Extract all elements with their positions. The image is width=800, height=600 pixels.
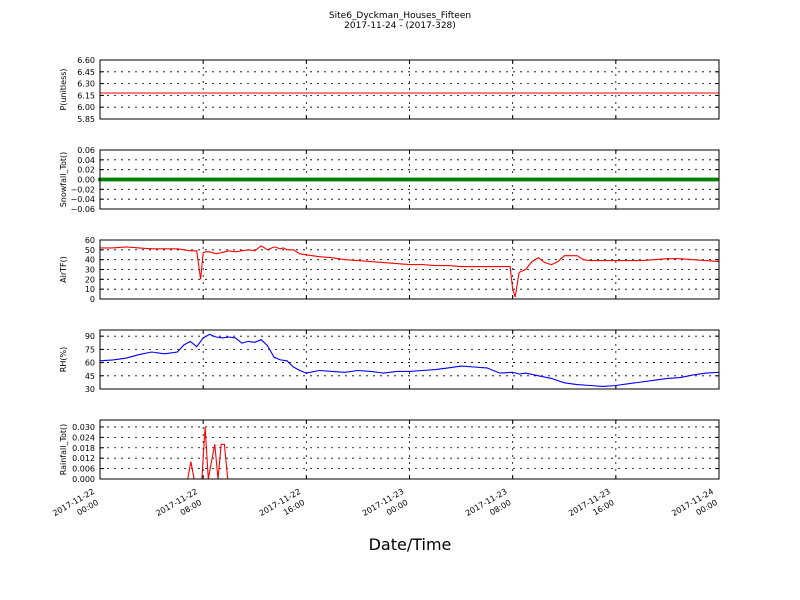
y-tick-label: 0.006	[72, 465, 95, 474]
plot-frame	[99, 59, 720, 120]
plot-frame	[99, 329, 720, 390]
y-axis-label: Snowfall_Tot()	[59, 152, 68, 208]
series-line	[100, 245, 720, 298]
y-axis-label: RH(%)	[59, 347, 68, 372]
y-tick-label: 6.45	[77, 68, 95, 77]
y-tick-label: 90	[85, 332, 95, 341]
x-axis-title: Date/Time	[368, 535, 452, 554]
y-tick-label: 0.04	[77, 156, 95, 165]
plot-frame	[99, 149, 720, 210]
y-tick-label: 30	[85, 385, 95, 394]
y-tick-label: 0.06	[77, 146, 95, 155]
y-tick-label: 20	[85, 275, 95, 284]
y-tick-label: 45	[85, 372, 95, 381]
y-tick-label: 40	[85, 256, 95, 265]
series-line	[100, 426, 719, 480]
y-tick-label: 60	[85, 236, 95, 245]
y-tick-label: 6.30	[77, 80, 95, 89]
y-tick-label: 0.018	[72, 444, 95, 453]
series-line	[99, 333, 720, 387]
y-tick-label: 0	[90, 295, 95, 304]
y-axis-label: AirTF()	[59, 256, 68, 283]
y-tick-label: −0.02	[70, 185, 95, 194]
plot-frame	[99, 419, 720, 480]
y-tick-label: 0.024	[72, 433, 95, 442]
y-tick-label: 0.02	[77, 166, 95, 175]
plot-frame	[99, 239, 720, 300]
y-tick-label: 10	[85, 285, 95, 294]
y-tick-label: 75	[85, 345, 95, 354]
y-tick-label: 6.60	[77, 56, 95, 65]
y-tick-label: 0.030	[72, 423, 95, 432]
y-tick-label: 0.000	[72, 475, 95, 484]
y-tick-label: 0.012	[72, 454, 95, 463]
data-point	[714, 177, 719, 182]
y-tick-label: −0.06	[70, 205, 95, 214]
y-tick-label: 60	[85, 359, 95, 368]
y-tick-label: 5.85	[77, 115, 95, 124]
y-tick-label: 30	[85, 266, 95, 275]
figure-subtitle: 2017-11-24 - (2017-328)	[344, 21, 456, 31]
figure-title: Site6_Dyckman_Houses_Fifteen	[328, 11, 472, 21]
y-tick-label: 0.00	[77, 176, 95, 185]
y-tick-label: 50	[85, 246, 95, 255]
y-tick-label: 6.00	[77, 103, 95, 112]
y-axis-label: P(unitless)	[59, 68, 68, 110]
y-tick-label: −0.04	[70, 195, 95, 204]
y-axis-label: Rainfall_Tot()	[59, 424, 68, 476]
y-tick-label: 6.15	[77, 91, 95, 100]
